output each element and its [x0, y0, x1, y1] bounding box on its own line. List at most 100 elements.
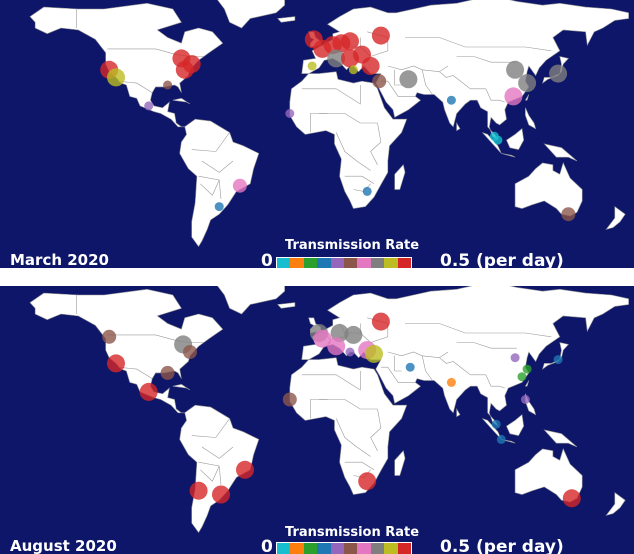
transmission-marker	[517, 372, 527, 382]
transmission-marker	[102, 329, 117, 344]
landmass-iceland	[277, 302, 296, 309]
transmission-marker	[144, 101, 154, 111]
landmass-sri-lanka	[456, 121, 461, 132]
landmass-north-america	[29, 288, 224, 414]
landmass-new-zealand	[605, 492, 626, 516]
transmission-marker	[496, 434, 506, 444]
landmass-taiwan	[524, 380, 530, 387]
colorbar-swatch	[384, 543, 398, 554]
transmission-marker	[285, 109, 295, 118]
transmission-marker	[282, 392, 297, 407]
transmission-marker	[313, 329, 332, 348]
country-border	[485, 374, 505, 389]
legend-min-march: 0	[261, 251, 273, 268]
transmission-marker	[236, 460, 254, 479]
country-border	[201, 160, 234, 173]
landmass-greenland	[217, 286, 285, 315]
transmission-marker	[163, 80, 173, 90]
landmass-africa	[289, 71, 408, 209]
colorbar-swatch	[303, 543, 318, 554]
transmission-marker	[358, 472, 377, 491]
colorbar-march	[276, 257, 412, 268]
transmission-marker	[107, 354, 125, 373]
country-border	[380, 366, 416, 383]
landmass-greenland	[217, 0, 285, 29]
landmass-madagascar	[394, 450, 406, 476]
transmission-marker	[212, 485, 230, 504]
country-border	[201, 446, 234, 459]
colorbar-swatch	[397, 543, 411, 554]
transmission-marker	[175, 60, 194, 79]
country-border	[405, 323, 552, 338]
country-border	[405, 37, 552, 52]
transmission-marker	[522, 364, 532, 374]
colorbar-swatch	[357, 258, 371, 268]
country-border	[117, 80, 153, 93]
colorbar-swatch	[277, 258, 291, 268]
transmission-marker	[365, 344, 383, 363]
legend-max-march: 0.5 (per day)	[440, 251, 564, 268]
landmass-sri-lanka	[456, 407, 461, 418]
country-border	[335, 132, 371, 171]
colorbar-swatch	[370, 543, 385, 554]
country-border	[485, 88, 505, 103]
landmass-borneo	[506, 128, 525, 150]
transmission-marker	[348, 65, 358, 75]
world-map-march	[0, 0, 634, 268]
landmass-philippines	[525, 107, 537, 130]
transmission-marker	[518, 74, 537, 93]
transmission-marker	[491, 419, 501, 429]
transmission-marker	[107, 68, 125, 87]
transmission-marker	[214, 202, 224, 212]
country-border	[301, 371, 361, 391]
country-border	[344, 175, 375, 185]
country-border	[200, 179, 220, 196]
transmission-marker	[371, 26, 390, 45]
legend-title-march: Transmission Rate	[285, 238, 420, 253]
transmission-marker	[493, 135, 503, 145]
country-border	[456, 56, 517, 63]
transmission-marker	[139, 382, 158, 401]
country-border	[117, 366, 153, 379]
transmission-marker	[520, 395, 530, 404]
transmission-marker	[160, 365, 175, 380]
legend-min-august: 0	[261, 537, 273, 554]
legend-max-august: 0.5 (per day)	[440, 537, 564, 554]
colorbar-swatch	[303, 258, 318, 268]
transmission-marker	[372, 74, 387, 89]
landmass-iceland	[277, 16, 296, 23]
country-border	[370, 122, 382, 165]
transmission-marker	[232, 178, 247, 193]
transmission-marker	[362, 186, 372, 196]
transmission-marker	[562, 489, 581, 508]
transmission-marker	[189, 481, 208, 500]
colorbar-swatch	[330, 543, 344, 554]
landmass-new-zealand	[605, 206, 626, 230]
landmass-australia	[514, 162, 583, 217]
landmass-cuba	[172, 383, 191, 391]
landmass-madagascar	[394, 164, 406, 190]
country-border	[421, 69, 433, 95]
legend-title-august: Transmission Rate	[285, 525, 420, 540]
transmission-marker	[307, 61, 317, 71]
landmass-borneo	[506, 414, 525, 436]
country-border	[344, 461, 375, 471]
landmass-australia	[514, 448, 583, 503]
colorbar-swatch	[277, 543, 291, 554]
world-map-august	[0, 286, 634, 554]
country-border	[319, 113, 378, 124]
country-border	[335, 418, 371, 457]
colorbar-swatch	[343, 543, 358, 554]
transmission-marker	[371, 312, 390, 331]
transmission-marker	[361, 57, 380, 75]
country-border	[200, 465, 220, 482]
country-border	[387, 351, 449, 359]
colorbar-swatch	[290, 543, 304, 554]
transmission-marker	[341, 32, 359, 51]
landmass-new-guinea	[543, 429, 578, 448]
country-border	[394, 355, 402, 372]
country-border	[310, 399, 328, 419]
transmission-marker	[345, 347, 355, 357]
colorbar-swatch	[317, 543, 331, 554]
country-border	[421, 355, 433, 381]
